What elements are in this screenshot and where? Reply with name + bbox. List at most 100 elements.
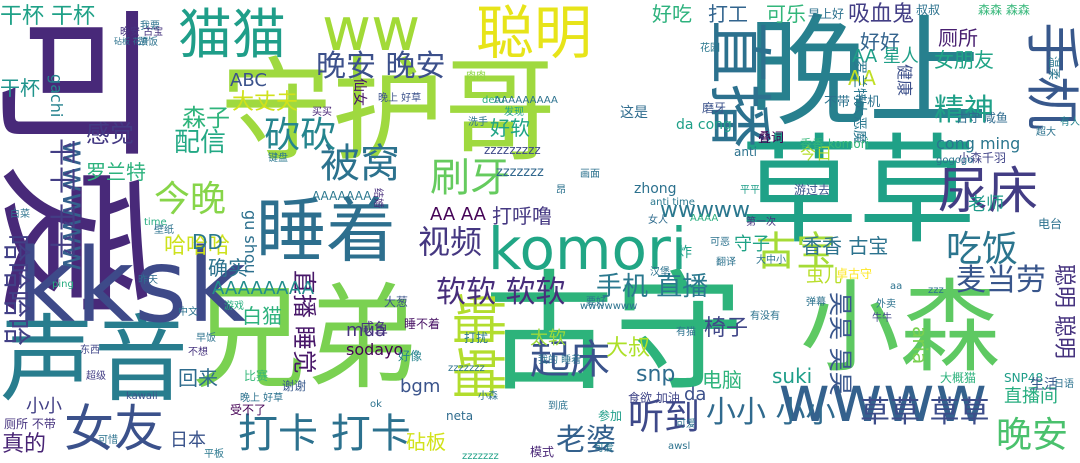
word: 牛牛 bbox=[872, 313, 892, 324]
word: 罗兰特 bbox=[86, 160, 146, 184]
word: 麦当劳 bbox=[956, 263, 1046, 298]
word: 打卡 打卡 bbox=[238, 411, 411, 457]
word: 香香 komori bbox=[800, 137, 869, 151]
word: sodayo bbox=[346, 340, 404, 359]
word: mua bbox=[346, 320, 386, 341]
word: 可乐 bbox=[766, 2, 806, 26]
word: 椅子 bbox=[704, 316, 749, 341]
word: 森森 森森 bbox=[978, 3, 1030, 17]
word: 尿床 bbox=[938, 162, 1038, 220]
word: wwwww bbox=[660, 198, 750, 223]
word: 感觉 bbox=[86, 120, 134, 148]
word: 好吃 bbox=[652, 2, 692, 26]
word: 精神 bbox=[934, 93, 994, 128]
word: 虫儿 bbox=[806, 266, 842, 287]
word: 干杯 bbox=[0, 76, 40, 100]
word: 森子 bbox=[182, 104, 230, 132]
word: aria bbox=[908, 326, 932, 365]
word: 不想 bbox=[188, 347, 208, 358]
word: 参加 bbox=[598, 409, 623, 423]
word: 健康 bbox=[895, 64, 914, 97]
word: 刷牙 bbox=[430, 155, 510, 201]
word: SNP48 bbox=[1004, 371, 1044, 385]
word: 晚安 晚安 bbox=[316, 49, 446, 84]
word: 好好 bbox=[860, 30, 900, 54]
word: 昂 bbox=[556, 185, 566, 196]
word: AA AA bbox=[430, 204, 486, 225]
word: 回来 bbox=[178, 366, 218, 390]
word: 游戏 bbox=[224, 301, 244, 312]
word: 汉堡 bbox=[650, 267, 670, 278]
word: bgm bbox=[400, 376, 441, 397]
word: 配信 bbox=[174, 128, 227, 158]
word: 肉肉 bbox=[466, 71, 486, 82]
word: awsl bbox=[668, 441, 691, 452]
word: detu bbox=[482, 95, 505, 106]
word: time bbox=[144, 217, 167, 228]
word: 老婆 bbox=[556, 423, 616, 458]
word: 晚安 古宝 bbox=[120, 27, 164, 38]
word: 白猫 bbox=[242, 304, 282, 328]
word: 卓古守 bbox=[836, 267, 873, 281]
word: 好像 bbox=[398, 349, 423, 363]
word: 翻译 bbox=[716, 257, 736, 268]
word: 比赛 bbox=[244, 369, 269, 383]
word: zzzzzzz bbox=[462, 451, 499, 462]
word: 打工 bbox=[708, 2, 748, 26]
word: 模式 bbox=[530, 445, 555, 459]
word: 确实 bbox=[208, 256, 248, 280]
word: 晚上 好草 bbox=[378, 93, 422, 104]
word: AAAAAAA bbox=[312, 189, 372, 203]
word: 女人 bbox=[648, 215, 668, 226]
word: anti time bbox=[650, 197, 695, 208]
word: 聪明 bbox=[476, 0, 593, 67]
word: 洗手 bbox=[468, 117, 488, 128]
word: 东西 bbox=[80, 345, 100, 356]
word: 厕所 bbox=[938, 26, 978, 50]
word: 叔叔 bbox=[916, 3, 941, 17]
word: 守子 bbox=[734, 234, 770, 255]
word: 昨天 bbox=[138, 275, 158, 286]
word: 外卖 bbox=[876, 299, 896, 310]
word: anti bbox=[734, 145, 757, 159]
word: 哈哈哈哈 bbox=[0, 234, 33, 347]
word: 直播间 bbox=[1004, 386, 1058, 407]
word: 有猫 bbox=[676, 327, 696, 338]
word: 游过去 bbox=[794, 183, 831, 197]
word: zhong bbox=[634, 181, 677, 197]
word: 砍砍 bbox=[264, 115, 337, 156]
word: zzz bbox=[928, 285, 944, 296]
word: 早饭 bbox=[196, 333, 216, 344]
word: 好软 bbox=[490, 116, 530, 140]
word: 晚上 bbox=[748, 4, 988, 143]
word: DD bbox=[192, 230, 223, 254]
word: kawaii bbox=[126, 391, 158, 402]
word: 有人 bbox=[1060, 117, 1080, 128]
word: 日本 bbox=[170, 430, 206, 451]
word: 女友 bbox=[64, 400, 164, 458]
word: wwwwwww bbox=[580, 301, 638, 312]
word: 太软 bbox=[530, 328, 566, 349]
word: 早上好 bbox=[808, 7, 845, 21]
word: suki bbox=[772, 364, 813, 388]
word: 今日 bbox=[800, 144, 833, 163]
word: 被窝 bbox=[320, 141, 400, 187]
word: 谢谢 bbox=[282, 379, 307, 393]
word: 声音 bbox=[0, 306, 189, 415]
word: 炸 bbox=[678, 245, 692, 261]
word: AAAA bbox=[690, 213, 719, 224]
word: 草草 bbox=[740, 122, 977, 260]
word: 砧板 花音 bbox=[114, 37, 149, 46]
word: 这是 bbox=[620, 105, 648, 121]
word: gu shou bbox=[241, 210, 260, 274]
word: 壁纸 bbox=[154, 225, 174, 236]
word: ok bbox=[370, 399, 382, 410]
word: 可爱 bbox=[676, 419, 696, 430]
word: 软软 软软 bbox=[436, 275, 566, 310]
word: wwww bbox=[778, 363, 988, 437]
word: 叠词 bbox=[758, 131, 785, 146]
word: 画面 bbox=[580, 169, 600, 180]
word: 买买 bbox=[312, 107, 332, 118]
word: 真的 bbox=[2, 432, 47, 457]
